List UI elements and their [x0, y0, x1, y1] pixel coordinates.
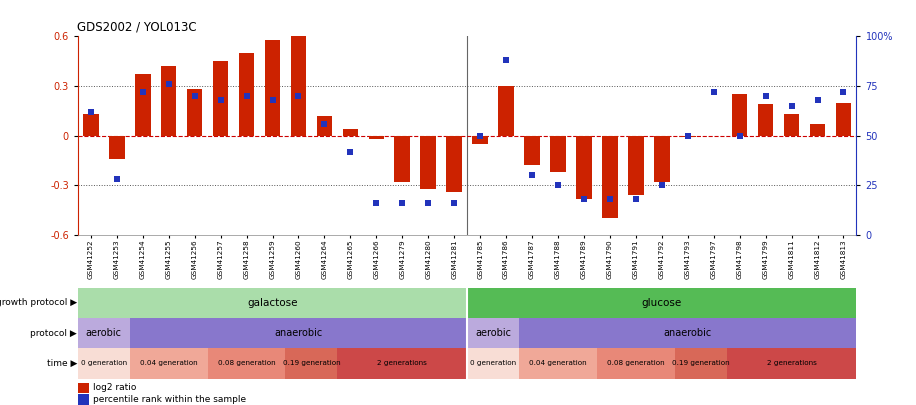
Point [628, 196, 643, 202]
Bar [130, 318, 467, 348]
Text: 0.19 generation: 0.19 generation [672, 360, 729, 367]
Bar [208, 348, 286, 379]
Bar [675, 348, 726, 379]
Point [83, 109, 98, 115]
Bar [473, 136, 488, 144]
Point [213, 97, 228, 103]
Bar [576, 136, 592, 198]
Bar [337, 348, 467, 379]
Bar [654, 136, 670, 182]
Text: anaerobic: anaerobic [274, 328, 322, 338]
Bar [395, 136, 410, 182]
Point [603, 196, 617, 202]
Bar [290, 36, 306, 136]
Bar [524, 136, 540, 165]
Point [784, 103, 799, 109]
Bar [519, 318, 856, 348]
Bar [343, 129, 358, 136]
Point [136, 89, 150, 95]
Bar [467, 318, 519, 348]
Bar [130, 348, 208, 379]
Bar [286, 348, 337, 379]
Bar [78, 318, 130, 348]
Text: log2 ratio: log2 ratio [93, 384, 136, 392]
Point [836, 89, 851, 95]
Point [681, 132, 695, 139]
Bar [187, 90, 202, 136]
Bar [446, 136, 462, 192]
Bar [213, 61, 228, 136]
Text: GDS2002 / YOL013C: GDS2002 / YOL013C [77, 21, 197, 34]
Point [473, 132, 487, 139]
Bar [758, 104, 773, 136]
Text: 0 generation: 0 generation [470, 360, 517, 367]
Point [576, 196, 591, 202]
Bar [83, 114, 99, 136]
Text: 2 generations: 2 generations [377, 360, 427, 367]
Text: 0 generation: 0 generation [81, 360, 127, 367]
Point [551, 182, 565, 189]
Point [239, 93, 254, 99]
Text: 0.04 generation: 0.04 generation [140, 360, 198, 367]
Text: anaerobic: anaerobic [663, 328, 712, 338]
Bar [835, 102, 851, 136]
Point [317, 121, 332, 127]
Bar [161, 66, 177, 136]
Text: 0.19 generation: 0.19 generation [283, 360, 340, 367]
Bar [680, 136, 695, 137]
Text: growth protocol ▶: growth protocol ▶ [0, 298, 77, 307]
Point [291, 93, 306, 99]
Bar [467, 288, 856, 318]
Bar [135, 75, 150, 136]
Bar [519, 348, 597, 379]
Text: 0.08 generation: 0.08 generation [607, 360, 665, 367]
Point [420, 200, 435, 207]
Text: 2 generations: 2 generations [767, 360, 816, 367]
Bar [78, 288, 467, 318]
Point [161, 81, 176, 87]
Point [654, 182, 669, 189]
Text: glucose: glucose [642, 298, 682, 308]
Bar [551, 136, 566, 172]
Bar [467, 348, 519, 379]
Bar [420, 136, 436, 189]
Bar [597, 348, 675, 379]
Point [343, 148, 357, 155]
Point [447, 200, 462, 207]
Bar [726, 348, 856, 379]
Bar [498, 86, 514, 136]
Point [706, 89, 721, 95]
Point [758, 93, 773, 99]
Point [109, 176, 124, 183]
Bar [602, 136, 617, 218]
Point [187, 93, 202, 99]
Text: protocol ▶: protocol ▶ [30, 328, 77, 338]
Point [498, 57, 513, 64]
Bar [810, 124, 825, 136]
Bar [265, 40, 280, 136]
Text: 0.08 generation: 0.08 generation [218, 360, 276, 367]
Bar [317, 116, 333, 136]
Point [395, 200, 409, 207]
Bar [784, 114, 800, 136]
Text: aerobic: aerobic [86, 328, 122, 338]
Point [732, 132, 747, 139]
Bar [78, 348, 130, 379]
Text: 0.04 generation: 0.04 generation [529, 360, 587, 367]
Bar [109, 136, 125, 159]
Point [266, 97, 280, 103]
Text: percentile rank within the sample: percentile rank within the sample [93, 395, 245, 404]
Bar [239, 53, 255, 136]
Bar [628, 136, 644, 195]
Point [525, 172, 540, 179]
Bar [368, 136, 384, 139]
Point [810, 97, 824, 103]
Bar [732, 94, 747, 136]
Text: galactose: galactose [247, 298, 298, 308]
Text: time ▶: time ▶ [47, 359, 77, 368]
Text: aerobic: aerobic [475, 328, 511, 338]
Point [369, 200, 384, 207]
